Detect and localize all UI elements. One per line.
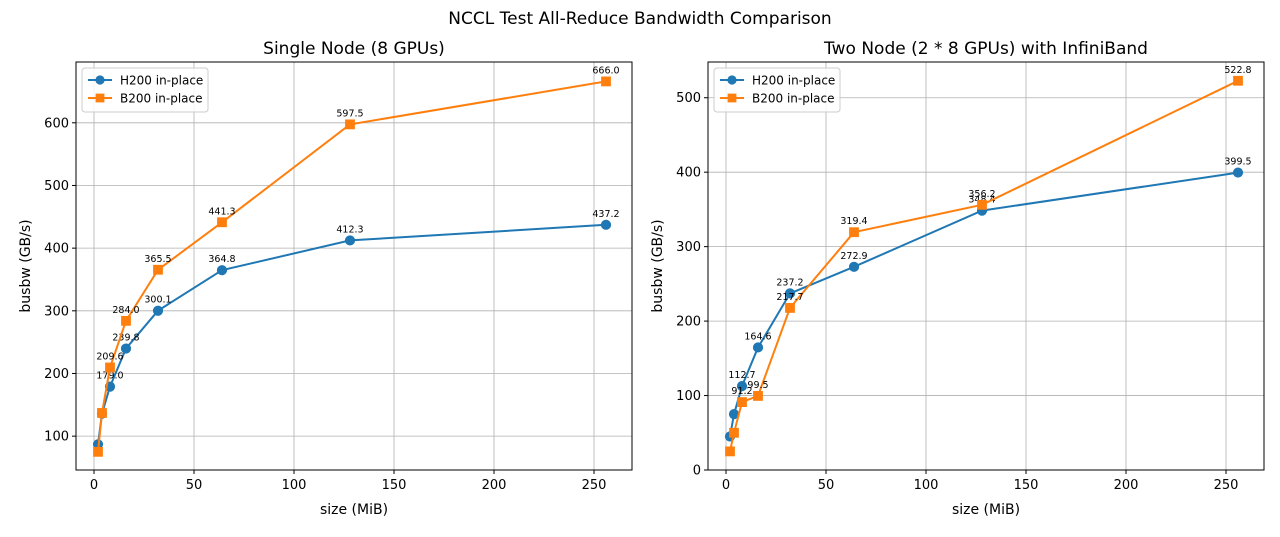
y-axis-label: busbw (GB/s) [650,219,666,312]
figure-title: NCCL Test All-Reduce Bandwidth Compariso… [448,9,831,29]
panel-single-node: 0 50 100 150 200 250 100 200 300 400 500 600 179.0 23… [18,39,633,518]
data-point-b200 [849,227,859,238]
panel-two-node: 0 50 100 150 200 250 0 100 200 300 400 500 112.7 164.… [650,39,1265,518]
data-label: 112.7 [728,370,755,381]
data-point-b200 [345,119,355,130]
y-tick-label: 600 [44,116,69,131]
y-tick-label: 100 [44,430,69,445]
data-label: 412.3 [336,224,363,235]
series-line-b200 [97,80,607,452]
data-point-h200 [344,235,356,246]
y-tick-label: 100 [676,389,701,404]
data-label: 99.5 [747,380,768,391]
x-axis-label: size (MiB) [320,502,388,518]
y-tick-label: 300 [44,304,69,319]
data-label: 364.8 [208,254,235,265]
series-line-b200 [729,79,1239,452]
x-tick-label: 100 [914,478,939,493]
data-point-h200 [600,219,612,230]
data-point-b200 [977,199,987,210]
data-point-b200 [97,408,107,418]
data-point-b200 [785,303,795,313]
data-label: 300.1 [144,295,171,306]
chart-title: Two Node (2 * 8 GPUs) with InfiniBand [823,39,1148,59]
x-tick-label: 200 [1114,478,1139,493]
chart-title: Single Node (8 GPUs) [263,39,445,59]
x-tick-label: 50 [818,478,835,493]
data-label: 399.5 [1224,157,1251,168]
data-label: 319.4 [840,216,867,227]
data-point-b200 [737,397,747,407]
data-point-h200 [736,380,748,392]
x-tick-label: 150 [382,478,407,493]
data-point-b200 [601,76,611,87]
legend-box [81,67,209,113]
legend-marker-h200 [95,75,105,85]
x-tick-label: 250 [582,478,607,493]
y-tick-label: 200 [676,315,701,330]
data-point-h200 [120,343,132,354]
y-axis-label: busbw (GB/s) [18,219,34,312]
y-tick-label: 400 [676,166,701,181]
data-point-b200 [153,264,163,275]
x-tick-label: 200 [482,478,507,493]
data-label: 356.2 [968,189,995,200]
data-point-b200 [121,315,131,326]
y-tick-label: 0 [693,464,701,479]
data-label: 666.0 [592,65,619,76]
y-tick-label: 400 [44,242,69,257]
x-tick-label: 250 [1214,478,1239,493]
data-point-b200 [93,446,103,457]
data-point-h200 [784,288,796,299]
legend-box [713,67,841,113]
x-tick-label: 100 [282,478,307,493]
data-label: 91.2 [731,386,752,397]
data-point-h200 [848,261,860,272]
y-tick-label: 500 [676,91,701,106]
data-label: 522.8 [1224,65,1251,76]
x-tick-label: 50 [186,478,203,493]
legend-marker-b200 [727,93,737,103]
data-point-b200 [729,427,739,438]
legend-entry: H200 in-place [120,74,203,88]
data-point-h200 [752,342,764,353]
legend-entry: H200 in-place [752,74,835,88]
data-label: 365.5 [144,254,171,265]
y-tick-label: 500 [44,179,69,194]
data-label: 217.7 [776,292,803,303]
legend-entry: B200 in-place [752,92,835,106]
data-point-h200 [152,305,164,316]
data-label: 437.2 [592,209,619,220]
x-tick-label: 0 [722,478,730,493]
data-label: 441.3 [208,206,235,217]
data-label: 597.5 [336,108,363,119]
data-point-b200 [1233,75,1243,86]
data-point-h200 [216,265,228,276]
x-axis-label: size (MiB) [952,502,1020,518]
x-tick-label: 150 [1014,478,1039,493]
data-label: 164.6 [744,331,771,342]
data-label: 179.0 [96,371,123,382]
axes-frame [75,61,633,471]
axes-frame [707,61,1265,471]
legend-entry: B200 in-place [120,92,203,106]
y-tick-label: 200 [44,367,69,382]
data-point-b200 [725,446,735,457]
data-label: 209.6 [96,351,123,362]
data-point-h200 [1232,167,1244,178]
data-label: 272.9 [840,251,867,262]
data-point-b200 [217,217,227,228]
legend-marker-b200 [95,93,105,103]
data-label: 284.0 [112,305,139,316]
data-point-b200 [105,362,115,373]
data-label: 239.8 [112,333,139,344]
data-label: 237.2 [776,277,803,288]
y-tick-label: 300 [676,240,701,255]
legend-marker-h200 [727,75,737,85]
x-tick-label: 0 [90,478,98,493]
data-point-b200 [753,391,763,401]
